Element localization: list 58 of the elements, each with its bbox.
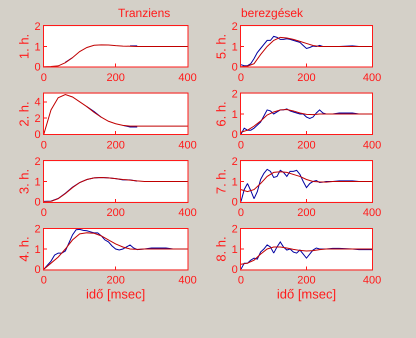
y-axis-title: 2. h. (16, 101, 32, 127)
y-tick-label: 2 (232, 156, 238, 168)
line-series (240, 246, 372, 265)
y-tick-label: 2 (34, 112, 41, 125)
line-series (44, 44, 188, 67)
x-axis-title: idő [msec] (276, 286, 336, 302)
y-tick-label: 2 (232, 21, 238, 34)
y-tick-label: 2 (34, 224, 41, 236)
y-tick-label: 1 (34, 244, 41, 256)
y-tick-label: 1 (232, 244, 238, 256)
y-axis-title: 5. h. (214, 34, 229, 60)
y-tick-label: 0 (34, 129, 41, 142)
y-tick-label: 0 (34, 196, 41, 209)
y-tick-label: 0 (232, 129, 238, 142)
y-tick-label: 0 (232, 62, 238, 74)
y-tick-label: 2 (34, 156, 41, 168)
y-tick-label: 2 (232, 224, 238, 236)
line-series (44, 176, 188, 202)
y-axis-title: 3. h. (16, 168, 32, 194)
x-tick-label: 200 (297, 139, 316, 152)
y-tick-label: 2 (34, 21, 41, 34)
x-tick-label: 400 (178, 274, 197, 286)
x-tick-label: 200 (106, 206, 125, 219)
x-tick-label: 400 (362, 206, 382, 219)
x-tick-label: 200 (106, 72, 125, 84)
x-tick-label: 400 (362, 72, 382, 84)
y-axis-title: 7. h. (214, 168, 229, 194)
x-axis-title: idő [msec] (86, 286, 146, 302)
x-tick-label: 400 (362, 274, 382, 286)
y-tick-label: 0 (232, 196, 238, 209)
y-tick-label: 1 (34, 176, 41, 188)
x-tick-label: 200 (106, 274, 125, 286)
x-tick-label: 200 (297, 206, 316, 219)
y-tick-label: 2 (232, 88, 238, 101)
y-axis-title: 1. h. (16, 34, 32, 60)
x-tick-label: 400 (178, 72, 197, 84)
x-tick-label: 400 (362, 139, 382, 152)
line-series (240, 241, 372, 270)
y-axis-title: 8. h. (214, 236, 229, 262)
y-tick-label: 0 (34, 62, 41, 74)
x-tick-label: 200 (297, 72, 316, 84)
line-series (240, 171, 372, 192)
chart-title: Tranziens (118, 6, 170, 20)
line-series (44, 94, 188, 134)
y-tick-label: 1 (232, 176, 238, 188)
y-tick-label: 4 (34, 96, 41, 109)
x-tick-label: 200 (106, 139, 125, 152)
chart-title: berezgések (241, 6, 304, 20)
y-tick-label: 0 (232, 264, 238, 276)
x-tick-label: 400 (178, 206, 197, 219)
y-tick-label: 1 (34, 41, 41, 54)
y-tick-label: 1 (232, 108, 238, 121)
y-axis-title: 4. h. (16, 236, 32, 262)
y-tick-label: 0 (34, 264, 41, 276)
x-tick-label: 400 (178, 139, 197, 152)
x-tick-label: 200 (297, 274, 316, 286)
y-axis-title: 6. h. (214, 101, 229, 127)
y-tick-label: 1 (232, 41, 238, 54)
